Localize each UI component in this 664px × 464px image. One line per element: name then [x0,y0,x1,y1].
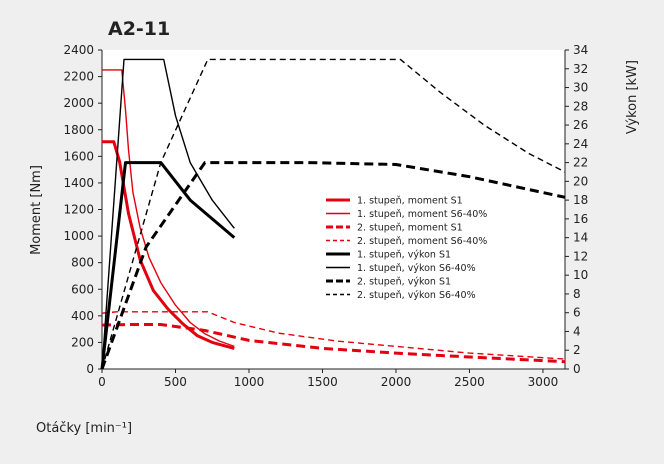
y-tick-label-right: 8 [573,287,581,301]
y-tick-label-left: 1600 [63,149,94,163]
legend-label-7: 2. stupeň, výkon S1 [357,277,451,288]
series-line-7 [100,161,566,370]
y-tick-label-right: 34 [573,43,588,57]
y-axis-left-label: Moment [Nm] [29,165,44,255]
y-tick-label-left: 1800 [63,123,94,137]
y-tick-label-right: 6 [573,306,581,320]
x-tick-label: 1000 [234,375,265,389]
y-axis-right-label: Výkon [kW] [625,60,640,134]
y-tick-label-right: 2 [573,343,581,357]
y-tick-label-right: 4 [573,324,581,338]
y-tick-label-right: 26 [573,118,588,132]
legend-label-5: 1. stupeň, výkon S1 [357,250,451,261]
y-tick-label-right: 32 [573,62,588,76]
y-tick-label-left: 0 [86,362,94,376]
series-line-6 [101,58,235,370]
y-tick-label-right: 22 [573,156,588,170]
x-tick-label: 3000 [528,375,559,389]
y-tick-label-right: 14 [573,231,588,245]
y-tick-label-left: 2400 [63,43,94,57]
series-line-8 [101,58,566,370]
y-tick-label-right: 0 [573,362,581,376]
y-tick-label-left: 600 [71,282,94,296]
legend-label-3: 2. stupeň, moment S1 [357,223,463,234]
series-line-4 [101,311,566,360]
legend-label-1: 1. stupeň, moment S1 [357,196,463,207]
x-axis-label: Otáčky [min⁻¹] [36,421,132,436]
y-tick-label-right: 30 [573,81,588,95]
legend-label-6: 1. stupeň, výkon S6-40% [357,263,476,274]
y-tick-label-right: 10 [573,268,588,282]
legend: 1. stupeň, moment S1 1. stupeň, moment S6… [326,196,487,301]
y-tick-label-left: 1200 [63,203,94,217]
series-line-2 [102,69,235,348]
chart-title: A2-11 [108,18,170,40]
legend-label-2: 1. stupeň, moment S6-40% [357,209,487,220]
legend-label-8: 2. stupeň, výkon S6-40% [357,290,476,301]
axes: 0 500 1000 1500 2000 2500 30000200400600800100… [63,43,588,389]
y-tick-label-left: 1400 [63,176,94,190]
y-tick-label-right: 20 [573,174,588,188]
y-tick-label-right: 16 [573,212,588,226]
y-tick-label-right: 18 [573,193,588,207]
plot-area [102,50,565,369]
y-tick-label-right: 28 [573,99,588,113]
y-tick-label-right: 24 [573,137,588,151]
series-layer [100,58,566,370]
legend-label-4: 2. stupeň, moment S6-40% [357,236,487,247]
y-tick-label-left: 800 [71,256,94,270]
series-line-3 [101,323,566,364]
y-tick-label-right: 12 [573,249,588,263]
x-tick-label: 500 [164,375,187,389]
y-tick-label-left: 2000 [63,96,94,110]
x-tick-label: 2500 [454,375,485,389]
x-tick-label: 0 [98,375,106,389]
x-tick-label: 1500 [307,375,338,389]
y-tick-label-left: 200 [71,335,94,349]
y-tick-label-left: 2200 [63,70,94,84]
y-tick-label-left: 400 [71,309,94,323]
y-tick-label-left: 1000 [63,229,94,243]
x-tick-label: 2000 [381,375,412,389]
